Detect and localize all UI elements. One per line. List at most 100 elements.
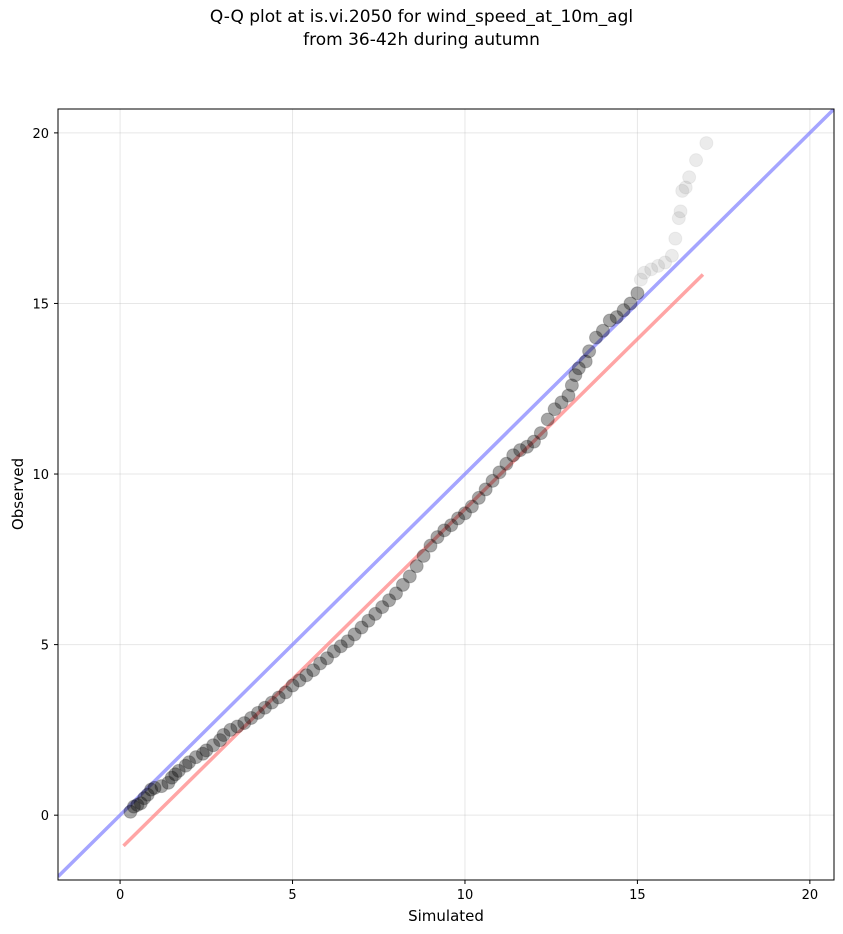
data-point [492, 465, 507, 480]
reference-lines [58, 109, 834, 878]
data-point [571, 361, 586, 376]
chart-title-line1: Q-Q plot at is.vi.2050 for wind_speed_at… [209, 7, 634, 27]
data-point [306, 663, 321, 678]
data-point [133, 796, 148, 811]
data-point [271, 690, 286, 705]
data-point [678, 180, 693, 195]
data-point [623, 296, 638, 311]
data-point [430, 530, 445, 545]
data-point [464, 499, 479, 514]
data-point [485, 473, 500, 488]
data-point [526, 434, 541, 449]
data-point [299, 668, 314, 683]
data-point [633, 272, 648, 287]
data-point [206, 738, 221, 753]
data-point [520, 439, 535, 454]
data-point [264, 695, 279, 710]
data-point [506, 448, 521, 463]
data-point [182, 755, 197, 770]
data-point [278, 685, 293, 700]
data-point [564, 378, 579, 393]
x-tick-label: 5 [288, 888, 296, 903]
data-point [533, 426, 548, 441]
data-point [320, 651, 335, 666]
data-point [689, 153, 704, 168]
data-point [375, 600, 390, 615]
x-axis-label: Simulated [408, 907, 484, 925]
data-point [478, 482, 493, 497]
y-axis-label: Observed [9, 458, 27, 530]
data-point [668, 231, 683, 246]
y-tick-label: 10 [32, 468, 49, 483]
data-point [257, 700, 272, 715]
data-point [333, 639, 348, 654]
data-point [164, 770, 179, 785]
axes-frame [57, 108, 835, 881]
data-point [154, 779, 169, 794]
data-point [682, 170, 697, 185]
data-point [216, 728, 231, 743]
data-point [673, 204, 688, 219]
data-point [171, 763, 186, 778]
y-tick-label: 20 [32, 127, 49, 142]
y-tick-label: 15 [32, 297, 49, 312]
data-point [602, 313, 617, 328]
data-point [671, 211, 686, 226]
data-point [340, 634, 355, 649]
data-point [168, 767, 183, 782]
data-point [630, 286, 645, 301]
data-point [237, 716, 252, 731]
x-tick-label: 20 [802, 888, 819, 903]
y-tick-label: 5 [41, 639, 49, 654]
data-point [361, 613, 376, 628]
data-point [388, 586, 403, 601]
data-point [561, 388, 576, 403]
data-point [471, 490, 486, 505]
data-point [499, 456, 514, 471]
x-tick-label: 15 [629, 888, 646, 903]
data-point [637, 265, 652, 280]
y-tick-label: 0 [41, 809, 49, 824]
data-point [347, 627, 362, 642]
data-point [540, 412, 555, 427]
data-point [609, 310, 624, 325]
data-point [123, 804, 138, 819]
data-point [144, 782, 159, 797]
data-point [444, 518, 459, 533]
data-point [554, 395, 569, 410]
data-point [244, 710, 259, 725]
data-point [354, 620, 369, 635]
grid [58, 109, 834, 880]
identity-line [58, 109, 834, 878]
data-point [589, 330, 604, 345]
data-point [130, 797, 145, 812]
data-point [178, 758, 193, 773]
data-point [457, 506, 472, 521]
data-point [578, 354, 593, 369]
data-point [161, 775, 176, 790]
data-point [251, 705, 266, 720]
data-point [616, 303, 631, 318]
data-point [402, 569, 417, 584]
data-point [213, 733, 228, 748]
data-point [416, 548, 431, 563]
data-point [409, 559, 424, 574]
data-point [423, 538, 438, 553]
data-point [595, 323, 610, 338]
data-point [368, 606, 383, 621]
data-point [313, 656, 328, 671]
data-point [140, 787, 155, 802]
data-point [230, 719, 245, 734]
data-point [699, 136, 714, 151]
data-point [644, 262, 659, 277]
data-point [675, 183, 690, 198]
data-points [123, 136, 714, 819]
data-point [223, 722, 238, 737]
data-point [147, 780, 162, 795]
fit-line [122, 273, 705, 848]
chart-title-line2: from 36-42h during autumn [303, 30, 540, 50]
data-point [395, 577, 410, 592]
data-point [547, 402, 562, 417]
